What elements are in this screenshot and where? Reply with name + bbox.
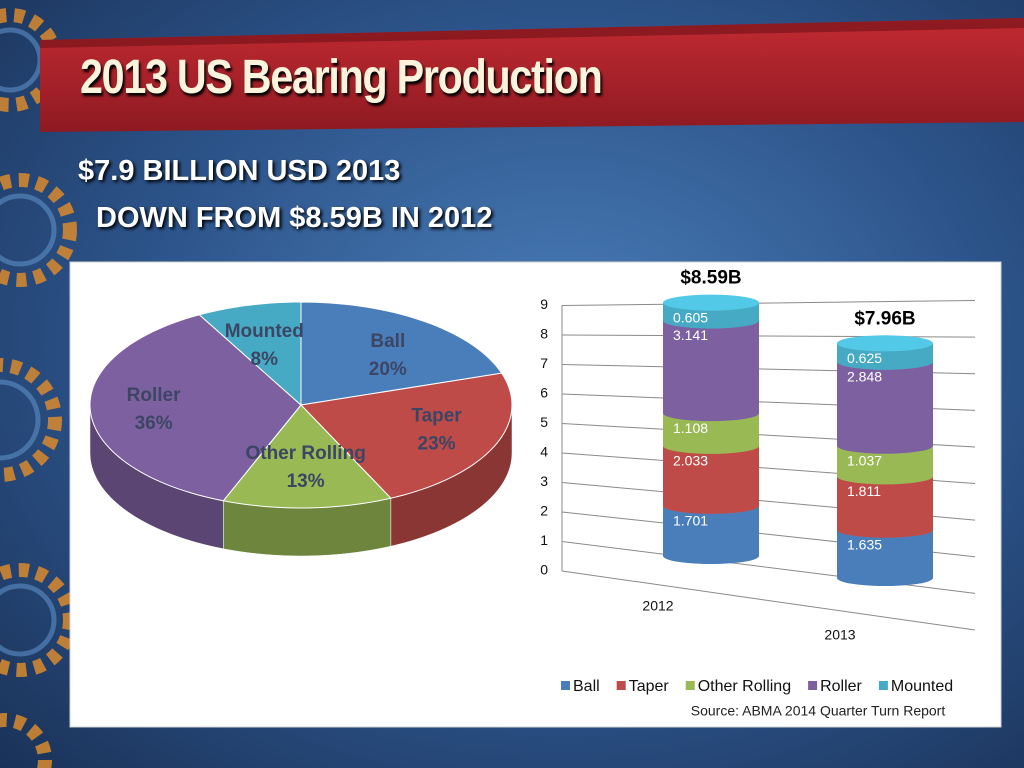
legend-swatch	[685, 681, 695, 690]
y-tick-label: 7	[540, 355, 548, 371]
x-tick-label: 2013	[824, 627, 855, 643]
total-label: $7.96B	[854, 308, 915, 329]
y-tick-label: 1	[540, 532, 548, 548]
pie-category-label: Roller	[127, 385, 181, 406]
bar-segment	[663, 445, 759, 514]
legend-label: Mounted	[891, 678, 953, 695]
pie-value-label: 8%	[251, 349, 279, 370]
legend-label: Ball	[573, 678, 600, 695]
data-label: 0.625	[847, 350, 882, 366]
grid-line	[561, 334, 976, 338]
legend-label: Taper	[629, 678, 670, 695]
pie-value-label: 13%	[287, 471, 325, 492]
bar-segment	[663, 505, 759, 564]
data-label: 3.141	[673, 327, 708, 343]
y-tick-label: 3	[540, 473, 548, 489]
source-note: Source: ABMA 2014 Quarter Turn Report	[691, 703, 946, 719]
legend-label: Roller	[820, 678, 862, 695]
pie-value-label: 20%	[369, 359, 407, 380]
y-tick-label: 0	[540, 562, 548, 578]
data-label: 2.033	[673, 453, 708, 469]
bar-segment	[663, 320, 759, 422]
data-label: 1.108	[673, 420, 708, 436]
data-label: 1.635	[847, 536, 882, 552]
pie-slice	[300, 301, 503, 406]
subtitle: $7.9 BILLION USD 2013	[78, 155, 401, 187]
bar-segment-top	[837, 335, 933, 352]
pie-slice	[89, 314, 302, 502]
legend-swatch	[808, 681, 818, 690]
pie-slice	[222, 404, 392, 509]
grid-line	[561, 570, 976, 631]
y-tick-label: 9	[540, 296, 548, 312]
y-tick-label: 5	[540, 414, 548, 430]
bar-segment	[837, 529, 933, 586]
pie-slice	[299, 372, 513, 499]
y-tick-label: 6	[540, 385, 548, 401]
y-tick-label: 2	[540, 503, 548, 519]
pie-value-label: 23%	[418, 434, 456, 455]
legend-label: Other Rolling	[698, 678, 791, 695]
slide-title: 2013 US Bearing Production	[80, 51, 603, 104]
pie-category-label: Other Rolling	[245, 443, 365, 464]
x-tick-label: 2012	[642, 598, 673, 614]
pie-category-label: Ball	[370, 331, 405, 352]
bar-segment	[663, 413, 759, 454]
grid-line	[561, 300, 976, 306]
y-tick-label: 8	[540, 326, 548, 342]
subtitle: DOWN FROM $8.59B IN 2012	[96, 202, 493, 234]
legend-swatch	[561, 681, 570, 690]
data-label: 2.848	[847, 368, 882, 384]
data-label: 1.037	[847, 452, 882, 468]
pie-category-label: Taper	[411, 406, 462, 427]
bar-segment	[837, 361, 933, 454]
bar-segment	[837, 445, 933, 485]
data-label: 1.811	[847, 483, 881, 499]
bar-segment-top	[663, 294, 759, 311]
legend-swatch	[878, 681, 888, 690]
pie-value-label: 36%	[135, 413, 173, 434]
total-label: $8.59B	[680, 268, 741, 289]
pie-slice	[198, 301, 302, 407]
data-label: 1.701	[673, 513, 708, 529]
data-label: 0.605	[673, 309, 708, 325]
pie-category-label: Mounted	[225, 321, 304, 342]
legend-swatch	[616, 681, 626, 690]
y-tick-label: 4	[540, 444, 548, 460]
bar-segment	[837, 476, 933, 538]
